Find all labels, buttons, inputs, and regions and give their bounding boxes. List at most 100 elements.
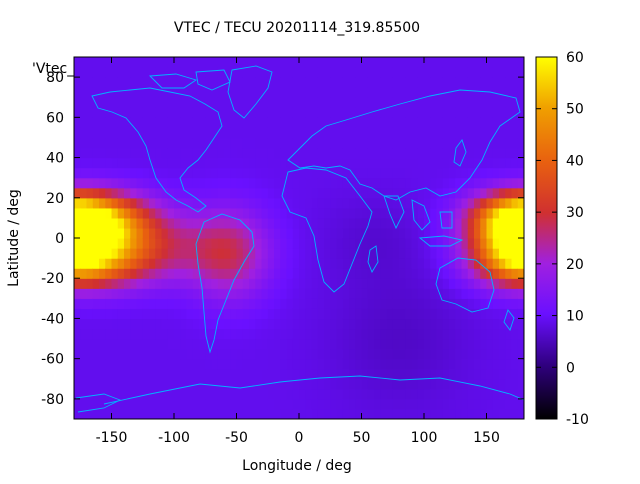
heatmap-cell bbox=[411, 408, 419, 419]
heatmap-cell bbox=[155, 167, 163, 179]
heatmap-cell bbox=[417, 248, 425, 259]
heatmap-cell bbox=[305, 328, 313, 340]
heatmap-cell bbox=[80, 97, 88, 108]
heatmap-cell bbox=[317, 298, 325, 309]
heatmap-cell bbox=[155, 378, 163, 390]
heatmap-cell bbox=[342, 408, 350, 419]
heatmap-cell bbox=[449, 288, 456, 299]
heatmap-cell bbox=[142, 97, 150, 108]
heatmap-cell bbox=[249, 187, 256, 199]
heatmap-cell bbox=[180, 258, 188, 269]
heatmap-cell bbox=[124, 117, 131, 128]
heatmap-cell bbox=[167, 217, 175, 229]
heatmap-cell bbox=[430, 308, 438, 320]
heatmap-cell bbox=[286, 217, 294, 229]
heatmap-cell bbox=[199, 258, 206, 269]
heatmap-cell bbox=[299, 197, 306, 209]
heatmap-cell bbox=[142, 328, 150, 340]
heatmap-cell bbox=[155, 157, 163, 169]
heatmap-cell bbox=[305, 127, 313, 139]
heatmap-cell bbox=[442, 137, 450, 149]
heatmap-cell bbox=[136, 157, 144, 169]
heatmap-cell bbox=[405, 408, 413, 419]
heatmap-cell bbox=[80, 137, 88, 149]
heatmap-cell bbox=[267, 388, 275, 400]
heatmap-cell bbox=[367, 137, 375, 149]
heatmap-cell bbox=[392, 398, 400, 410]
heatmap-cell bbox=[249, 268, 256, 279]
heatmap-cell bbox=[399, 268, 406, 279]
heatmap-cell bbox=[436, 318, 444, 330]
heatmap-cell bbox=[161, 368, 169, 380]
heatmap-cell bbox=[292, 197, 300, 209]
heatmap-cell bbox=[486, 127, 494, 139]
heatmap-cell bbox=[161, 147, 169, 159]
heatmap-cell bbox=[424, 227, 431, 239]
heatmap-cell bbox=[367, 398, 375, 410]
heatmap-cell bbox=[436, 127, 444, 139]
heatmap-cell bbox=[255, 298, 263, 309]
heatmap-cell bbox=[274, 268, 281, 279]
heatmap-cell bbox=[442, 77, 450, 88]
heatmap-cell bbox=[411, 398, 419, 410]
heatmap-cell bbox=[136, 107, 144, 118]
heatmap-cell bbox=[136, 167, 144, 179]
heatmap-cell bbox=[461, 278, 469, 289]
heatmap-cell bbox=[511, 368, 519, 380]
heatmap-cell bbox=[174, 197, 181, 209]
heatmap-cell bbox=[99, 87, 106, 98]
heatmap-cell bbox=[142, 117, 150, 128]
heatmap-cell bbox=[430, 97, 438, 108]
heatmap-cell bbox=[361, 187, 369, 199]
heatmap-cell bbox=[99, 268, 106, 279]
heatmap-cell bbox=[242, 288, 250, 299]
heatmap-cell bbox=[499, 328, 506, 340]
chart-title: VTEC / TECU 20201114_319.85500 bbox=[174, 20, 420, 36]
heatmap-cell bbox=[149, 67, 156, 78]
heatmap-cell bbox=[511, 338, 519, 350]
heatmap-cell bbox=[505, 378, 513, 390]
heatmap-cell bbox=[361, 137, 369, 149]
heatmap-cell bbox=[192, 77, 200, 88]
heatmap-cell bbox=[142, 388, 150, 400]
heatmap-cell bbox=[430, 258, 438, 269]
heatmap-cell bbox=[261, 348, 269, 360]
heatmap-cell bbox=[461, 408, 469, 419]
heatmap-cell bbox=[105, 147, 113, 159]
heatmap-cell bbox=[249, 117, 256, 128]
heatmap-cell bbox=[505, 398, 513, 410]
heatmap-cell bbox=[361, 318, 369, 330]
heatmap-cell bbox=[174, 348, 181, 360]
heatmap-cell bbox=[224, 408, 231, 419]
heatmap-cell bbox=[230, 238, 238, 249]
heatmap-cell bbox=[242, 57, 250, 68]
heatmap-cell bbox=[111, 238, 119, 249]
heatmap-cell bbox=[274, 197, 281, 209]
heatmap-cell bbox=[167, 348, 175, 360]
heatmap-cell bbox=[205, 398, 213, 410]
heatmap-cell bbox=[386, 338, 394, 350]
heatmap-cell bbox=[192, 288, 200, 299]
heatmap-cell bbox=[286, 57, 294, 68]
heatmap-cell bbox=[224, 177, 231, 189]
heatmap-cell bbox=[149, 167, 156, 179]
heatmap-cell bbox=[330, 147, 338, 159]
heatmap-cell bbox=[399, 97, 406, 108]
heatmap-cell bbox=[336, 167, 344, 179]
heatmap-cell bbox=[342, 328, 350, 340]
heatmap-cell bbox=[274, 288, 281, 299]
heatmap-cell bbox=[180, 97, 188, 108]
heatmap-cell bbox=[474, 187, 481, 199]
heatmap-cell bbox=[136, 308, 144, 320]
heatmap-cell bbox=[386, 388, 394, 400]
heatmap-cell bbox=[74, 77, 81, 88]
heatmap-cell bbox=[217, 227, 225, 239]
heatmap-cell bbox=[92, 408, 100, 419]
heatmap-cell bbox=[230, 328, 238, 340]
heatmap-cell bbox=[411, 388, 419, 400]
heatmap-cell bbox=[461, 217, 469, 229]
heatmap-cell bbox=[349, 408, 356, 419]
heatmap-cell bbox=[367, 328, 375, 340]
heatmap-cell bbox=[455, 308, 463, 320]
